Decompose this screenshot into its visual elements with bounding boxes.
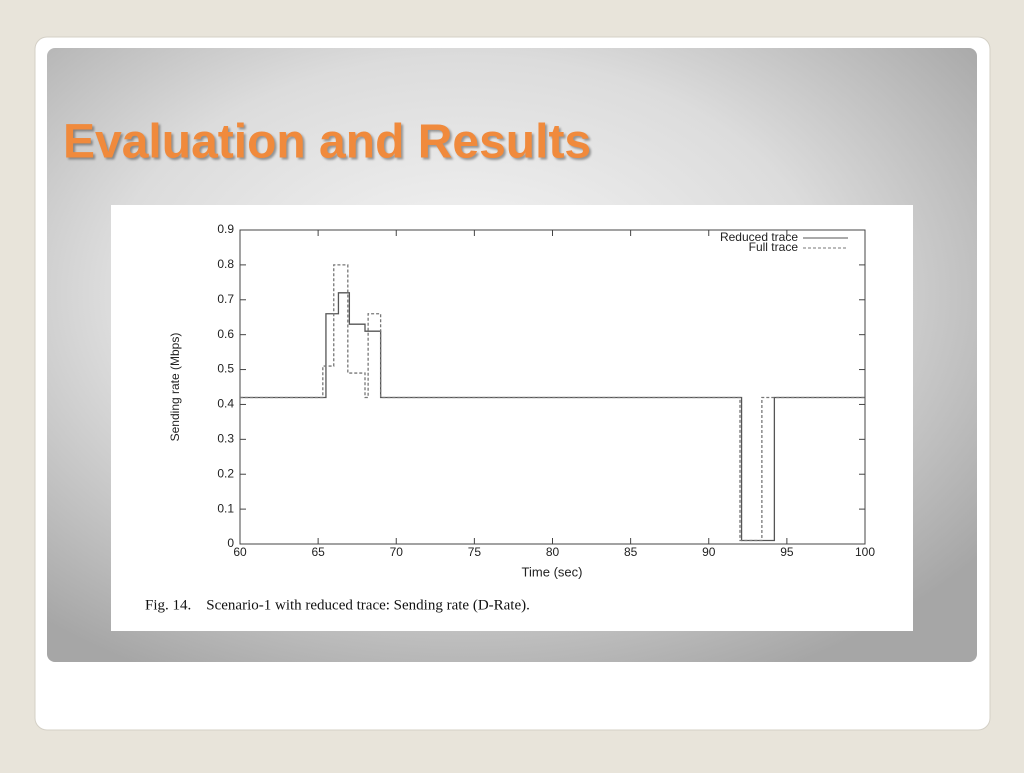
x-tick-label: 75 xyxy=(468,545,482,559)
x-tick-label: 70 xyxy=(390,545,404,559)
data-line xyxy=(240,264,865,542)
y-tick-label: 0.1 xyxy=(217,501,234,515)
y-tick-label: 0.3 xyxy=(217,432,234,446)
y-tick-label: 0.6 xyxy=(217,327,234,341)
x-tick-label: 85 xyxy=(624,545,638,559)
x-tick-label: 100 xyxy=(855,545,875,559)
slide-title: Evaluation and Results xyxy=(63,116,591,169)
y-tick-label: 0 xyxy=(227,536,234,550)
data-line xyxy=(240,292,865,542)
y-tick-label: 0.8 xyxy=(217,257,234,271)
y-tick-label: 0.4 xyxy=(217,397,234,411)
x-tick-label: 90 xyxy=(702,545,716,559)
legend-label: Reduced trace xyxy=(720,230,798,244)
plot: 60 65 70 75 80 85 90 95 100 0 0.1 0.2 0.3 0.4 0.5 0.6 0.… xyxy=(217,222,875,559)
figure xyxy=(111,205,913,631)
x-axis-label: Time (sec) xyxy=(522,564,583,579)
x-tick-label: 80 xyxy=(546,545,560,559)
y-tick-label: 0.2 xyxy=(217,466,234,480)
y-tick-label: 0.5 xyxy=(217,362,234,376)
legend-label: Full trace xyxy=(749,240,799,254)
x-tick-label: 65 xyxy=(311,545,325,559)
x-tick-label: 60 xyxy=(233,545,247,559)
y-tick-label: 0.9 xyxy=(217,222,234,236)
y-axis-label: Sending rate (Mbps) xyxy=(168,333,182,442)
figure-caption: Fig. 14. Scenario-1 with reduced trace: … xyxy=(145,597,530,613)
x-tick-label: 95 xyxy=(780,545,794,559)
y-tick-label: 0.7 xyxy=(217,292,234,306)
